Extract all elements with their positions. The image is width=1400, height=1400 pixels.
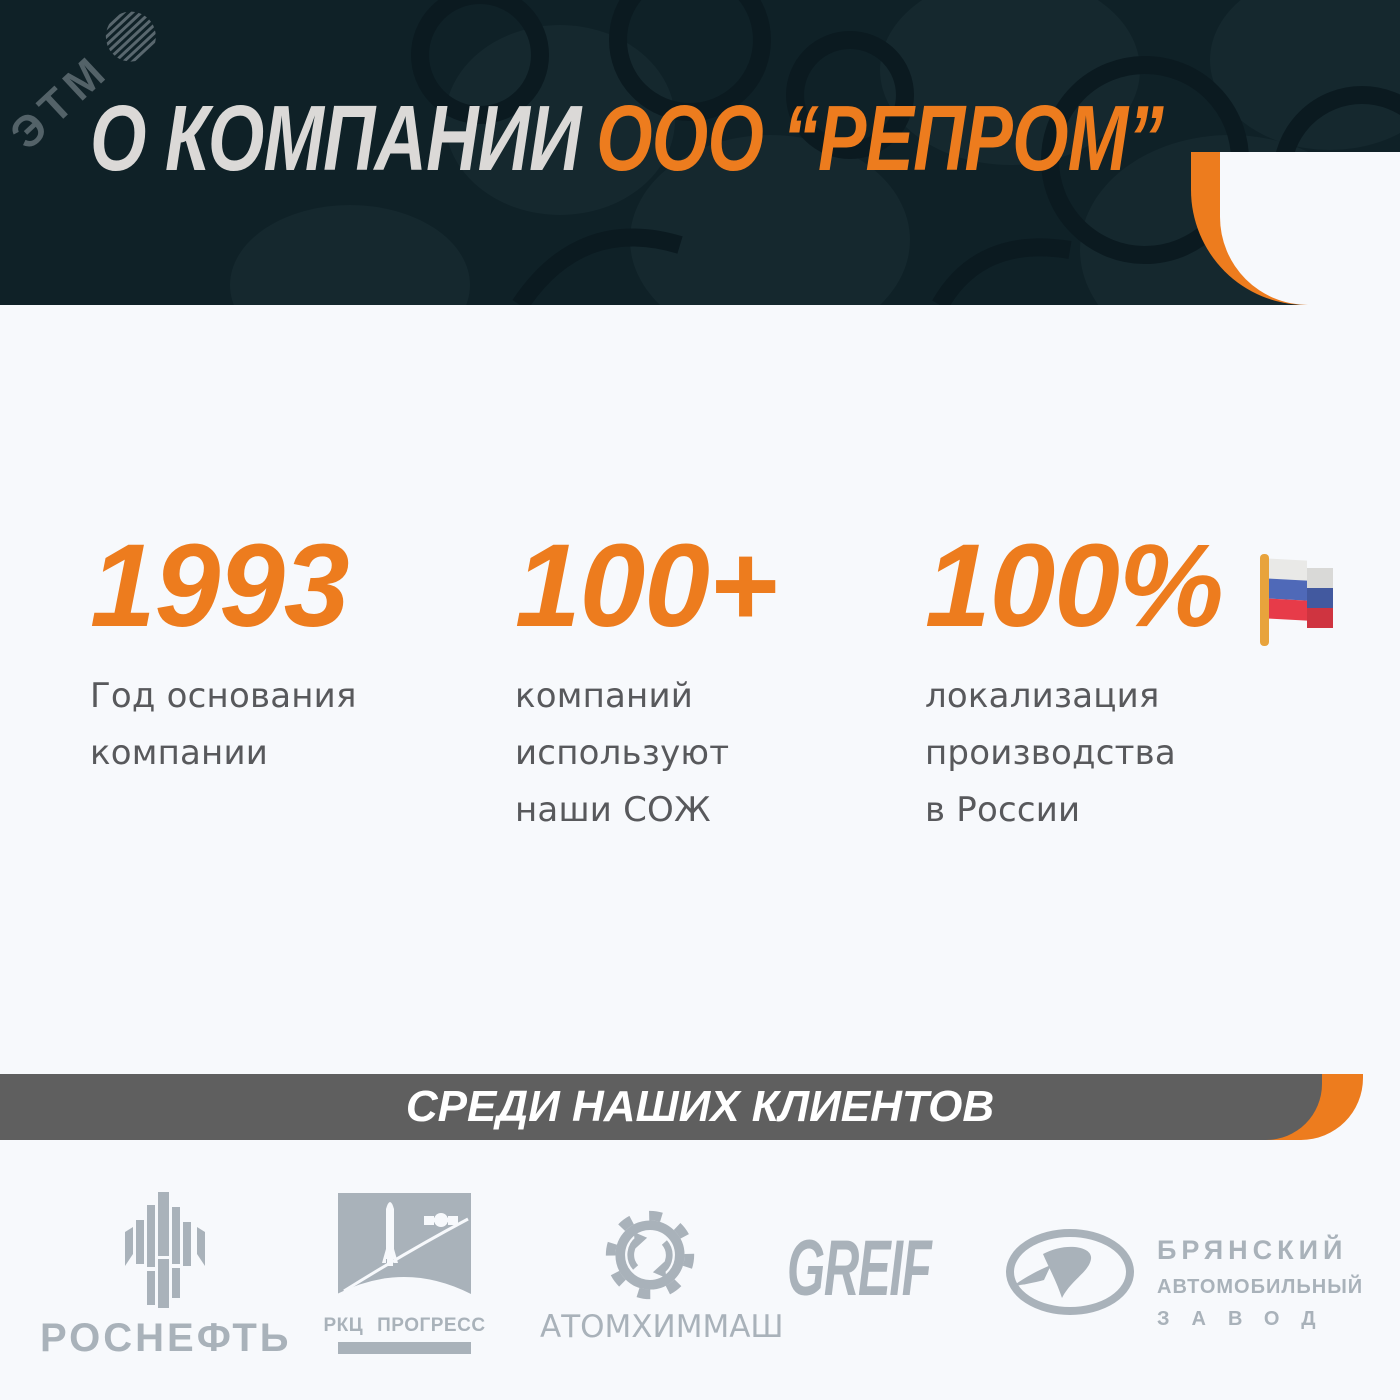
logo-rkc-part1: РКЦ [323,1314,364,1336]
logo-atomhimmash-label: АТОМХИММАШ [540,1309,784,1345]
stat-desc-line: наши СОЖ [515,790,711,830]
logo-baz: БРЯНСКИЙ АВТОМОБИЛЬНЫЙ ЗАВОД [1005,1228,1363,1329]
progress-rocket-icon [318,1193,490,1305]
stat-founded-year-value: 1993 [90,520,350,652]
russian-flag-icon [1260,554,1333,646]
logo-baz-line1: БРЯНСКИЙ [1157,1235,1348,1265]
stat-founded-year: 1993 Год основания компании [90,527,470,782]
stat-localization-value: 100% [925,520,1224,652]
stat-desc-line: локализация [925,676,1160,716]
stat-companies: 100+ компаний используют наши СОЖ [515,527,895,839]
stat-desc-line: производства [925,733,1176,773]
logo-atomhimmash: АТОМХИММАШ [540,1207,784,1345]
stat-companies-value: 100+ [515,520,778,652]
stat-companies-desc: компаний используют наши СОЖ [515,668,895,839]
rosneft-derrick-icon [125,1192,205,1308]
stat-founded-year-desc: Год основания компании [90,668,470,782]
logo-baz-line2: АВТОМОБИЛЬНЫЙ [1157,1276,1364,1298]
header-corner-notch [1220,152,1400,305]
page-title-prefix: О КОМПАНИИ [90,86,581,190]
gear-arrows-icon [605,1210,695,1300]
page-title-company: ООО “РЕПРОМ” [596,86,1164,190]
logo-rkc-baseline-bar [338,1342,471,1354]
clients-banner: СРЕДИ НАШИХ КЛИЕНТОВ [0,1074,1400,1140]
page-title: О КОМПАНИИ ООО “РЕПРОМ” [90,92,1164,185]
baz-oval-emblem-icon [1006,1229,1134,1315]
header: ЭТМ О КОМПАНИИ ООО “РЕПРОМ” [0,0,1400,305]
stat-desc-line: компании [90,733,269,773]
logo-rkc-progress-label: РКЦ ПРОГРЕСС [323,1310,485,1340]
stat-localization-desc: локализация производства в России [925,668,1305,839]
logo-rkc-progress: РКЦ ПРОГРЕСС [318,1193,490,1354]
stat-desc-line: компаний [515,676,694,716]
stat-desc-line: используют [515,733,730,773]
etm-watermark: ЭТМ [0,0,192,164]
logo-rkc-part2: ПРОГРЕСС [377,1314,486,1336]
stat-desc-line: в России [925,790,1081,830]
logo-baz-line3: ЗАВОД [1157,1308,1338,1330]
logo-rosneft: РОСНЕФТЬ [40,1192,290,1358]
logo-rosneft-label: РОСНЕФТЬ [40,1316,292,1360]
etm-striped-globe-icon [95,1,165,70]
clients-banner-bar [0,1074,1322,1140]
logo-greif-label: GREIF [787,1223,932,1312]
stat-localization: 100% локализация производства в России [925,527,1305,839]
logo-greif: GREIF [787,1228,1018,1307]
stat-desc-line: Год основания [90,676,357,716]
clients-banner-label: СРЕДИ НАШИХ КЛИЕНТОВ [405,1082,995,1131]
logo-baz-text: БРЯНСКИЙ АВТОМОБИЛЬНЫЙ ЗАВОД [1157,1228,1364,1330]
